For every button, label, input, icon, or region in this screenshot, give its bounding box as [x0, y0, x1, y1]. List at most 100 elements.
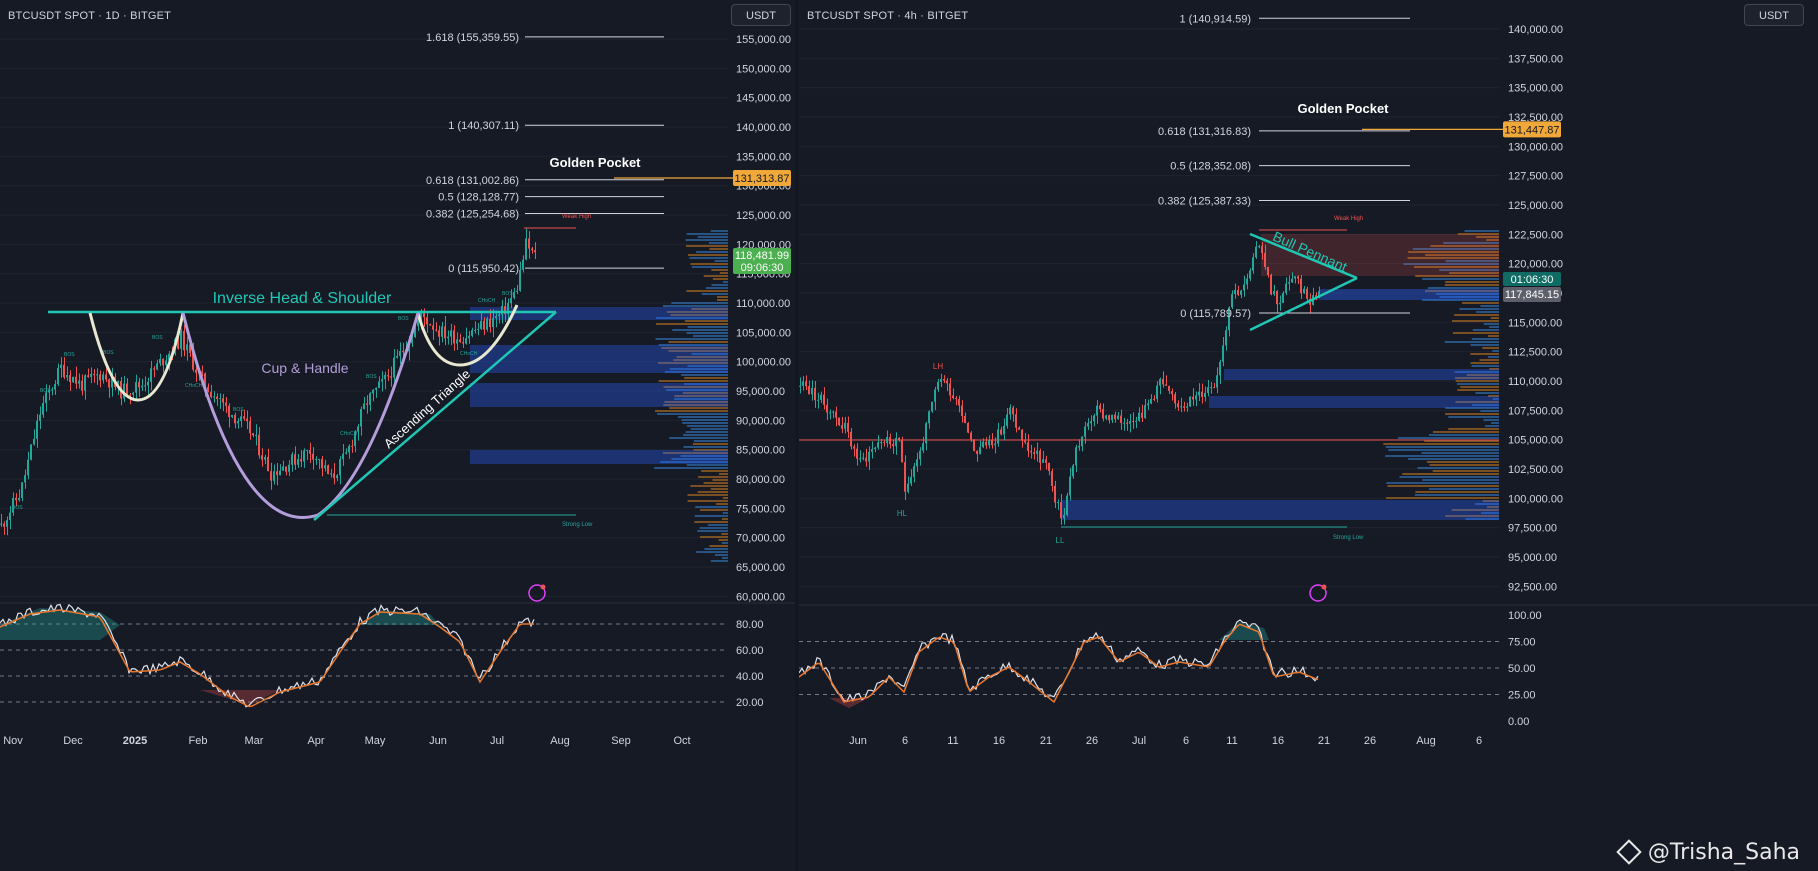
- right-candle-body: [862, 457, 864, 459]
- left-demand-zone: [470, 450, 728, 464]
- right-volume-profile-bar: [1422, 299, 1499, 301]
- left-demand-zone: [470, 383, 728, 407]
- right-demand-zone: [1209, 396, 1499, 408]
- left-candle-body: [342, 453, 344, 460]
- left-bos-marker: BOS: [502, 291, 513, 297]
- left-candle-body: [225, 402, 227, 406]
- left-chart-pane[interactable]: 1.618 (155,359.55) 1 (140,307.11) 0.618 (1…: [0, 0, 795, 871]
- left-candle-body: [339, 459, 341, 476]
- left-time-axis-label: May: [365, 735, 386, 747]
- left-triangle-support: [313, 311, 557, 521]
- left-candle-body: [504, 306, 506, 314]
- left-candle-body: [15, 497, 17, 501]
- left-candle-body: [333, 473, 335, 478]
- right-candle-body: [952, 395, 954, 399]
- left-volume-profile-bar: [663, 305, 728, 307]
- left-time-axis-label: Sep: [611, 735, 631, 747]
- right-candle-body: [1255, 246, 1257, 258]
- right-candle-body: [991, 439, 993, 446]
- right-candle-body: [907, 483, 909, 492]
- right-time-axis-label: 21: [1040, 735, 1052, 747]
- right-candle-body: [919, 450, 921, 460]
- right-currency-button[interactable]: USDT: [1744, 4, 1804, 26]
- left-volume-profile-bar: [684, 320, 728, 322]
- right-volume-profile-bar: [1386, 482, 1499, 484]
- right-candle-body: [1237, 289, 1239, 295]
- left-rsi-axis-label: 20.00: [736, 697, 764, 709]
- left-candle-body: [465, 338, 467, 344]
- left-candle-body: [72, 376, 74, 383]
- left-volume-profile-bar: [670, 314, 728, 316]
- left-chart-canvas[interactable]: 1.618 (155,359.55) 1 (140,307.11) 0.618 (1…: [0, 0, 795, 871]
- right-candle-body: [958, 398, 960, 406]
- right-candle-body: [886, 436, 888, 444]
- right-volume-profile-bar: [1430, 245, 1499, 247]
- left-candle-body: [270, 471, 272, 481]
- left-volume-profile-bar: [681, 374, 728, 376]
- left-time-axis-label: Nov: [3, 735, 23, 747]
- left-volume-profile-bar: [669, 368, 728, 370]
- right-volume-profile-bar: [1435, 293, 1499, 295]
- right-volume-profile-bar: [1482, 500, 1499, 502]
- right-time-axis-label: Jul: [1132, 735, 1146, 747]
- left-volume-profile-bar: [684, 377, 728, 379]
- left-volume-profile-bar: [708, 242, 728, 244]
- left-choch-marker: CHoCH: [460, 351, 478, 357]
- right-candle-body: [1123, 422, 1125, 424]
- left-candle-body: [255, 434, 257, 436]
- right-candle-body: [883, 442, 885, 444]
- left-candle-body: [483, 320, 485, 330]
- watermark: @Trisha_Saha: [1616, 839, 1800, 865]
- right-candle-body: [901, 439, 903, 463]
- right-candle-body: [1081, 436, 1083, 447]
- left-price-axis-label: 60,000.00: [736, 591, 785, 603]
- right-candle-body: [955, 398, 957, 400]
- left-volume-profile-bar: [687, 500, 728, 502]
- left-volume-profile-bar: [656, 323, 728, 325]
- right-candle-body: [1003, 425, 1005, 435]
- right-chart-canvas[interactable]: 1 (140,914.59) 0.618 (131,316.83) 0.5 (128…: [799, 0, 1818, 871]
- right-candle-body: [1180, 406, 1182, 408]
- left-candle-body: [216, 396, 218, 400]
- right-candle-body: [973, 439, 975, 451]
- right-candle-body: [1009, 407, 1011, 415]
- left-price-axis-label: 110,000.00: [736, 298, 790, 310]
- right-candle-body: [1000, 429, 1002, 435]
- left-candle-body: [312, 453, 314, 460]
- left-candle-body: [525, 238, 527, 260]
- right-candle-body: [1240, 290, 1242, 295]
- right-price-axis-label: 130,000.00: [1508, 141, 1563, 153]
- right-volume-profile-bar: [1444, 341, 1499, 343]
- left-countdown-text: 09:06:30: [741, 262, 784, 274]
- left-currency-button[interactable]: USDT: [731, 4, 791, 26]
- right-candle-body: [916, 459, 918, 467]
- left-candle-body: [96, 374, 98, 376]
- left-candle-body: [126, 383, 128, 395]
- left-candle-body: [162, 358, 164, 366]
- right-chart-pane[interactable]: 1 (140,914.59) 0.618 (131,316.83) 0.5 (128…: [799, 0, 1818, 871]
- left-volume-profile-bar: [711, 284, 728, 286]
- left-candle-body: [528, 238, 530, 249]
- left-volume-profile-bar: [711, 269, 728, 271]
- left-candle-body: [234, 414, 236, 424]
- left-volume-profile-bar: [712, 479, 728, 481]
- right-candle-body: [1228, 307, 1230, 331]
- right-price-axis-label: 100,000.00: [1508, 493, 1563, 505]
- right-volume-profile-bar: [1487, 506, 1499, 508]
- right-candle-body: [841, 425, 843, 429]
- left-candle-body: [327, 465, 329, 475]
- left-golden-price-tag: [733, 169, 791, 186]
- left-bos-marker: BOS: [103, 350, 114, 356]
- right-candle-body: [1282, 293, 1284, 303]
- left-candle-body: [243, 416, 245, 419]
- right-volume-profile-bar: [1412, 248, 1499, 250]
- left-rsi-axis-label: 40.00: [736, 671, 764, 683]
- right-candle-body: [1270, 274, 1272, 295]
- left-candle-body: [309, 449, 311, 454]
- left-volume-profile-bar: [705, 287, 728, 289]
- left-candle-body: [381, 379, 383, 382]
- right-symbol-title: BTCUSDT SPOT · 4h · BITGET: [807, 10, 969, 22]
- right-volume-profile-bar: [1417, 467, 1499, 469]
- left-cup-label: Cup & Handle: [261, 360, 348, 376]
- right-volume-profile-bar: [1426, 461, 1499, 463]
